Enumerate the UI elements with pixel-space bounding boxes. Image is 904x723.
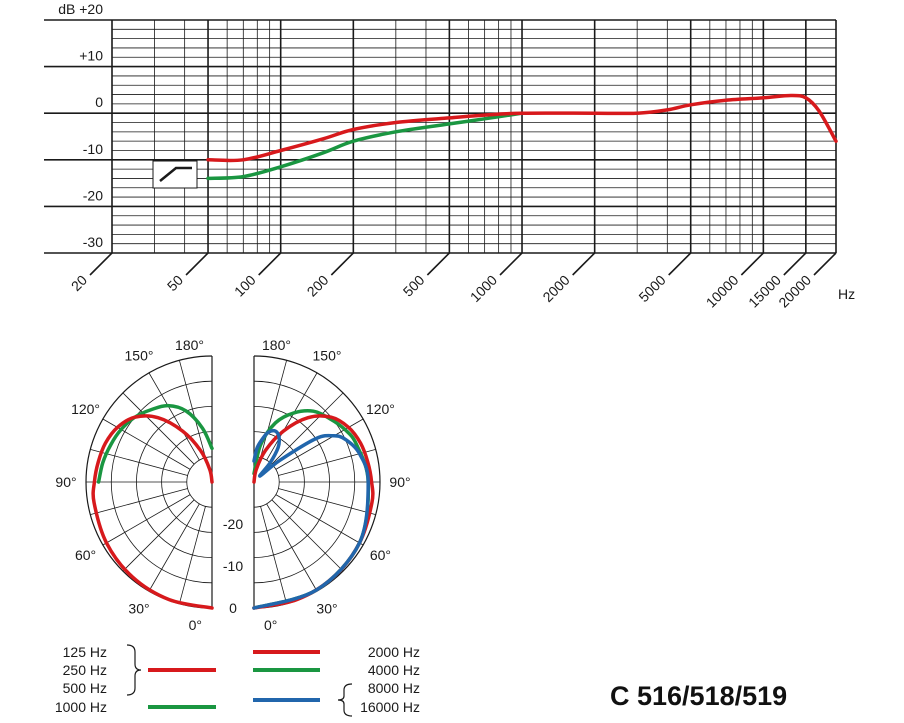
x-tick-slant [499,252,523,276]
polar-radial-label: -20 [223,516,243,532]
polar-radial-label: 0 [229,600,237,616]
frequency-response-chart: dB +20 +10 0 -10 -20 -30 20 50 100 200 500 1000 200… [44,1,855,311]
polar-pattern-chart: 180° 150° 120° 90° 60° 30° 0° 180° 150° 120° 90° 60… [55,337,410,633]
polar-radial-label: -10 [223,558,243,574]
polar-radial-labels: -20 -10 0 [223,516,243,616]
freq-curve-green [206,111,524,181]
polar-angle-label: 60° [75,547,96,563]
polar-spoke [122,499,195,572]
x-tick-label: 100 [231,272,259,300]
x-tick-slant [668,252,692,276]
polar-spoke [266,503,318,592]
legend-label-4000hz: 4000 Hz [368,662,420,678]
polar-spoke [266,372,318,461]
polar-spoke [102,494,191,546]
polar-angle-label: 0° [264,617,277,633]
model-label: C 516/518/519 [610,681,787,711]
x-tick-label: 2000 [539,272,572,305]
polar-angle-label: 120° [71,401,100,417]
legend-brace-right [337,683,353,717]
polar-angle-label: 60° [370,547,391,563]
polar-angle-label: 150° [313,348,342,364]
polar-angle-label: 90° [389,474,410,490]
polar-angle-label: 180° [175,337,204,353]
polar-ring [186,456,213,508]
y-tick-label: +10 [79,48,103,64]
polar-spoke [148,372,200,461]
x-tick-label: 50 [164,272,186,294]
freq-curve-red [206,93,838,163]
polar-spoke [122,392,195,465]
y-tick-label: -30 [83,234,103,250]
polar-spoke [179,506,206,604]
legend-label-250hz: 250 Hz [63,662,107,678]
x-tick-slant [426,252,450,276]
x-tick-slant [783,252,807,276]
x-tick-label: 5000 [635,272,668,305]
polar-spoke [90,488,188,515]
legend-label-2000hz: 2000 Hz [368,644,420,660]
x-tick-slant [258,252,282,276]
polar-curve-right [252,428,370,610]
polar-angle-label: 0° [189,617,202,633]
x-tick-label: 20 [68,272,90,294]
y-tick-label: 0 [95,94,103,110]
y-tick-label: -20 [83,187,103,203]
polar-spoke [278,488,376,515]
x-tick-slant [740,252,764,276]
polar-angle-label: 180° [262,337,291,353]
polar-angle-label: 120° [366,401,395,417]
x-tick-label: 200 [304,272,332,300]
legend-label-1000hz: 1000 Hz [55,699,107,715]
x-tick-label: 15000 [745,272,784,311]
polar-spoke [271,499,344,572]
low-cut-filter-icon [152,160,198,189]
legend-brace-left [126,644,142,696]
polar-curve-left [91,414,214,610]
polar-angle-label: 90° [55,474,76,490]
legend: 125 Hz 250 Hz 500 Hz 1000 Hz 2000 Hz 400… [55,644,420,717]
polar-spoke [271,392,344,465]
x-tick-label: 10000 [703,272,742,311]
legend-label-16000hz: 16000 Hz [360,699,420,715]
x-tick-slant [813,252,837,276]
polar-spoke [260,506,287,604]
polar-spoke [275,494,364,546]
x-tick-slant [89,252,113,276]
polar-ring [253,456,280,508]
polar-spoke [260,360,287,458]
frequency-curves [206,93,838,181]
polar-angle-label: 150° [125,348,154,364]
polar-angle-labels: 180° 150° 120° 90° 60° 30° 0° 180° 150° 120° 90° 60… [55,337,410,633]
y-tick-label: -10 [83,141,103,157]
x-tick-slant [572,252,596,276]
x-axis-label: Hz [838,286,855,302]
x-tick-slant [330,252,354,276]
polar-spoke [179,360,206,458]
legend-label-8000hz: 8000 Hz [368,680,420,696]
legend-label-500hz: 500 Hz [63,680,107,696]
polar-curve-left [96,403,214,484]
x-tick-label: 1000 [467,272,500,305]
polar-angle-label: 30° [128,600,149,616]
x-tick-slant [185,252,209,276]
polar-spoke [148,503,200,592]
polar-angle-label: 30° [316,600,337,616]
legend-label-125hz: 125 Hz [63,644,107,660]
x-tick-label: 500 [400,272,428,300]
frequency-y-tick-labels: dB +20 +10 0 -10 -20 -30 [58,1,103,250]
polar-curves [91,403,375,610]
x-tick-label: 20000 [775,272,814,311]
frequency-grid [44,19,837,276]
y-tick-label: dB +20 [58,1,103,17]
